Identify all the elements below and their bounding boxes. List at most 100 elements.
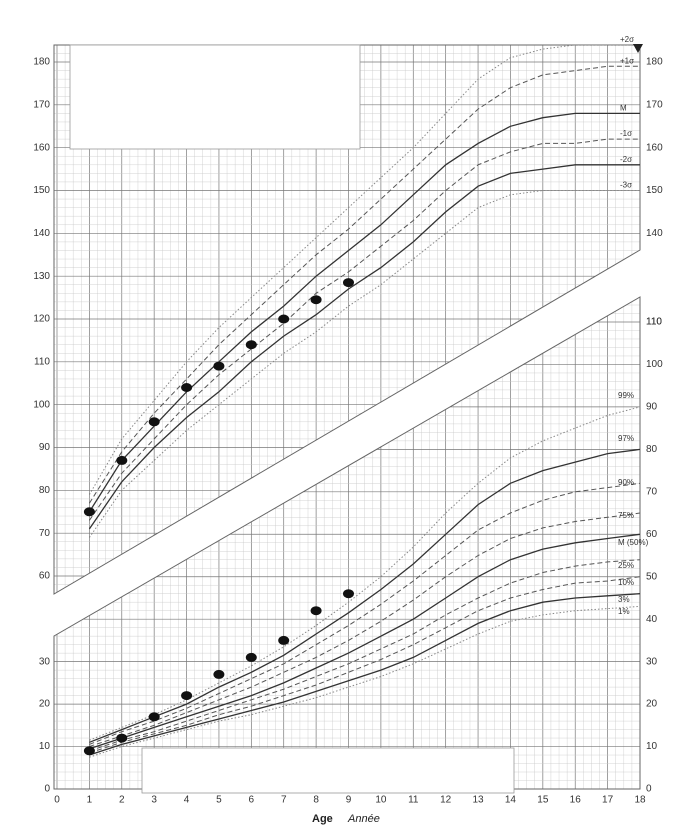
weight-left-tick-label: 10 (39, 741, 51, 752)
weight-curve (89, 448, 640, 743)
height-left-tick-label: 60 (39, 571, 51, 582)
height-right-tick-label: 140 (646, 228, 663, 239)
height-right-tick-label: 160 (646, 142, 663, 153)
height-curve (88, 45, 640, 495)
x-tick-label: 5 (216, 795, 222, 806)
height-curve-label: -3σ (620, 181, 632, 190)
height-left-axis: 60 70 80 90 100 110 120 130 140 150 160 170 180 (33, 57, 50, 582)
height-right-tick-label: 150 (646, 185, 663, 196)
weight-right-axis: 0 10 20 30 40 50 60 70 80 90 100 110 (646, 317, 663, 795)
height-measurement-point (148, 417, 160, 427)
x-tick-label: 12 (440, 795, 452, 806)
weight-curve (89, 576, 640, 754)
x-tick-label: 4 (184, 795, 190, 806)
height-left-tick-label: 90 (39, 442, 51, 453)
weight-panel: 99% 97% 90% 75% M (50%) 25% 10% 3% 1% 0 10 20 30 0 1… (39, 296, 663, 795)
weight-measurement-point (83, 746, 95, 756)
height-left-tick-label: 180 (33, 57, 50, 68)
weight-right-tick-label: 100 (646, 359, 663, 370)
height-curve (88, 190, 640, 538)
corner-arrow-icon (633, 44, 643, 53)
height-blank-box (69, 44, 361, 150)
height-curve-label: -2σ (620, 155, 632, 164)
weight-curve (89, 512, 640, 747)
weight-measurement-point (213, 669, 225, 679)
height-left-tick-label: 120 (33, 314, 50, 325)
weight-curve-label: 97% (618, 434, 634, 443)
weight-measurement-point (181, 691, 193, 701)
x-tick-label: 17 (602, 795, 614, 806)
weight-right-tick-label: 30 (646, 656, 658, 667)
x-tick-label: 9 (346, 795, 352, 806)
height-left-tick-label: 140 (33, 228, 50, 239)
height-measurements (83, 278, 354, 517)
weight-curve-label: M (50%) (618, 538, 649, 547)
height-right-tick-label: 180 (646, 57, 663, 68)
x-tick-label: 15 (537, 795, 549, 806)
x-tick-label: 16 (570, 795, 582, 806)
height-measurement-point (83, 507, 95, 517)
x-axis-title: Age (312, 813, 333, 825)
height-left-tick-label: 130 (33, 271, 50, 282)
x-tick-label: 0 (54, 795, 60, 806)
height-curve-label: +2σ (620, 35, 634, 44)
weight-measurement-point (245, 652, 257, 662)
height-right-axis: 140 150 160 170 180 110 (646, 57, 663, 328)
weight-right-tick-label: 20 (646, 699, 658, 710)
height-left-tick-label: 160 (33, 142, 50, 153)
height-curve (88, 65, 640, 504)
weight-curve (89, 482, 640, 745)
height-measurement-point (343, 278, 354, 288)
weight-curve-labels: 99% 97% 90% 75% M (50%) 25% 10% 3% 1% (618, 391, 649, 616)
weight-measurement-point (116, 733, 128, 743)
height-curve-labels: +2σ +1σ M -1σ -2σ -3σ (620, 35, 634, 190)
weight-curves (89, 406, 640, 758)
weight-right-tick-label: 110 (646, 317, 662, 328)
weight-grid (54, 297, 640, 789)
weight-curve-label: 99% (618, 391, 634, 400)
height-left-tick-label: 80 (39, 485, 51, 496)
height-curve-label: +1σ (620, 56, 634, 65)
height-curve (88, 138, 640, 521)
height-measurement-point (181, 383, 193, 392)
height-measurement-point (310, 295, 322, 305)
height-right-tick-label: 110 (646, 317, 662, 328)
height-curve (88, 112, 640, 513)
weight-blank-box (141, 747, 515, 794)
height-left-tick-label: 110 (34, 356, 50, 367)
height-left-tick-label: 100 (33, 399, 50, 410)
x-tick-label: 10 (375, 795, 387, 806)
weight-right-tick-label: 60 (646, 529, 658, 540)
height-panel-border (53, 44, 641, 595)
weight-right-tick-label: 0 (646, 784, 652, 795)
x-tick-label: 8 (313, 795, 319, 806)
height-measurement-point (245, 340, 257, 350)
weight-right-tick-label: 40 (646, 614, 658, 625)
height-curve-label: -1σ (620, 129, 632, 138)
weight-curve-label: 75% (618, 511, 634, 520)
height-right-tick-label: 170 (646, 99, 663, 110)
height-curve-label: M (620, 103, 627, 112)
weight-measurements (83, 589, 354, 756)
weight-measurement-point (278, 635, 290, 645)
weight-measurement-point (343, 589, 354, 599)
height-left-tick-label: 70 (39, 528, 51, 539)
weight-left-tick-label: 0 (44, 784, 50, 795)
height-left-tick-label: 150 (33, 185, 50, 196)
weight-left-axis: 0 10 20 30 (39, 656, 51, 794)
weight-right-tick-label: 70 (646, 486, 658, 497)
weight-left-tick-label: 20 (39, 699, 51, 710)
height-left-tick-label: 170 (33, 99, 50, 110)
weight-curve (89, 593, 640, 756)
weight-right-tick-label: 50 (646, 571, 658, 582)
height-curve (88, 164, 640, 530)
weight-curve (89, 605, 640, 758)
x-tick-label: 18 (634, 795, 646, 806)
weight-measurement-point (310, 606, 322, 616)
weight-curve-label: 10% (618, 578, 634, 587)
x-tick-label: 3 (151, 795, 157, 806)
weight-right-tick-label: 10 (646, 741, 658, 752)
height-measurement-point (116, 455, 128, 465)
x-tick-label: 7 (281, 795, 287, 806)
